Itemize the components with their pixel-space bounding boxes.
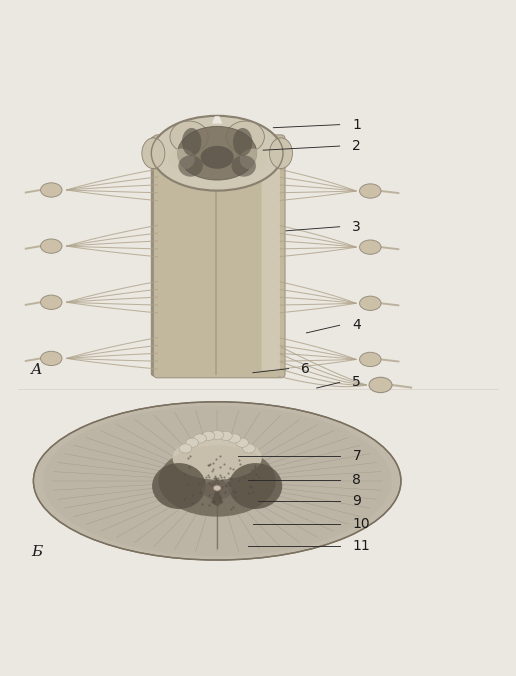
Ellipse shape — [233, 128, 252, 156]
Ellipse shape — [360, 352, 381, 366]
Ellipse shape — [179, 155, 203, 176]
Ellipse shape — [211, 431, 223, 439]
Ellipse shape — [179, 444, 192, 453]
Text: 8: 8 — [352, 473, 361, 487]
Text: 6: 6 — [301, 362, 310, 376]
Ellipse shape — [360, 240, 381, 254]
Ellipse shape — [202, 481, 232, 500]
Text: 4: 4 — [352, 318, 361, 332]
Text: Б: Б — [31, 546, 42, 559]
Ellipse shape — [158, 445, 276, 516]
Polygon shape — [212, 110, 222, 124]
Ellipse shape — [360, 296, 381, 310]
Text: А: А — [31, 362, 42, 377]
Ellipse shape — [202, 431, 215, 441]
Ellipse shape — [243, 444, 255, 453]
Ellipse shape — [41, 295, 62, 310]
Ellipse shape — [239, 149, 266, 170]
Ellipse shape — [186, 438, 199, 448]
Ellipse shape — [360, 184, 381, 198]
Text: 7: 7 — [352, 450, 361, 464]
Ellipse shape — [142, 138, 165, 168]
Ellipse shape — [236, 438, 249, 448]
Ellipse shape — [152, 116, 282, 190]
Text: 9: 9 — [352, 494, 361, 508]
Ellipse shape — [194, 434, 206, 443]
Ellipse shape — [178, 126, 257, 180]
Ellipse shape — [41, 352, 62, 366]
Ellipse shape — [34, 402, 401, 560]
Ellipse shape — [168, 149, 195, 170]
Ellipse shape — [43, 406, 392, 556]
Ellipse shape — [213, 485, 221, 491]
Ellipse shape — [219, 431, 232, 441]
Ellipse shape — [182, 128, 201, 156]
Polygon shape — [211, 487, 223, 506]
Ellipse shape — [152, 463, 206, 509]
FancyBboxPatch shape — [151, 137, 169, 377]
Ellipse shape — [369, 377, 392, 393]
Ellipse shape — [226, 121, 264, 153]
Text: 2: 2 — [352, 139, 361, 153]
Ellipse shape — [269, 138, 293, 168]
Ellipse shape — [229, 463, 282, 509]
FancyBboxPatch shape — [262, 143, 280, 370]
Ellipse shape — [228, 434, 241, 443]
Text: 5: 5 — [352, 375, 361, 389]
Ellipse shape — [41, 183, 62, 197]
Ellipse shape — [172, 436, 262, 480]
Text: 11: 11 — [352, 539, 370, 553]
Ellipse shape — [170, 121, 208, 153]
Ellipse shape — [232, 155, 256, 176]
Ellipse shape — [41, 239, 62, 254]
Text: 1: 1 — [352, 118, 361, 132]
Text: 3: 3 — [352, 220, 361, 234]
Ellipse shape — [201, 146, 234, 169]
FancyBboxPatch shape — [153, 135, 285, 378]
Text: 10: 10 — [352, 517, 370, 531]
